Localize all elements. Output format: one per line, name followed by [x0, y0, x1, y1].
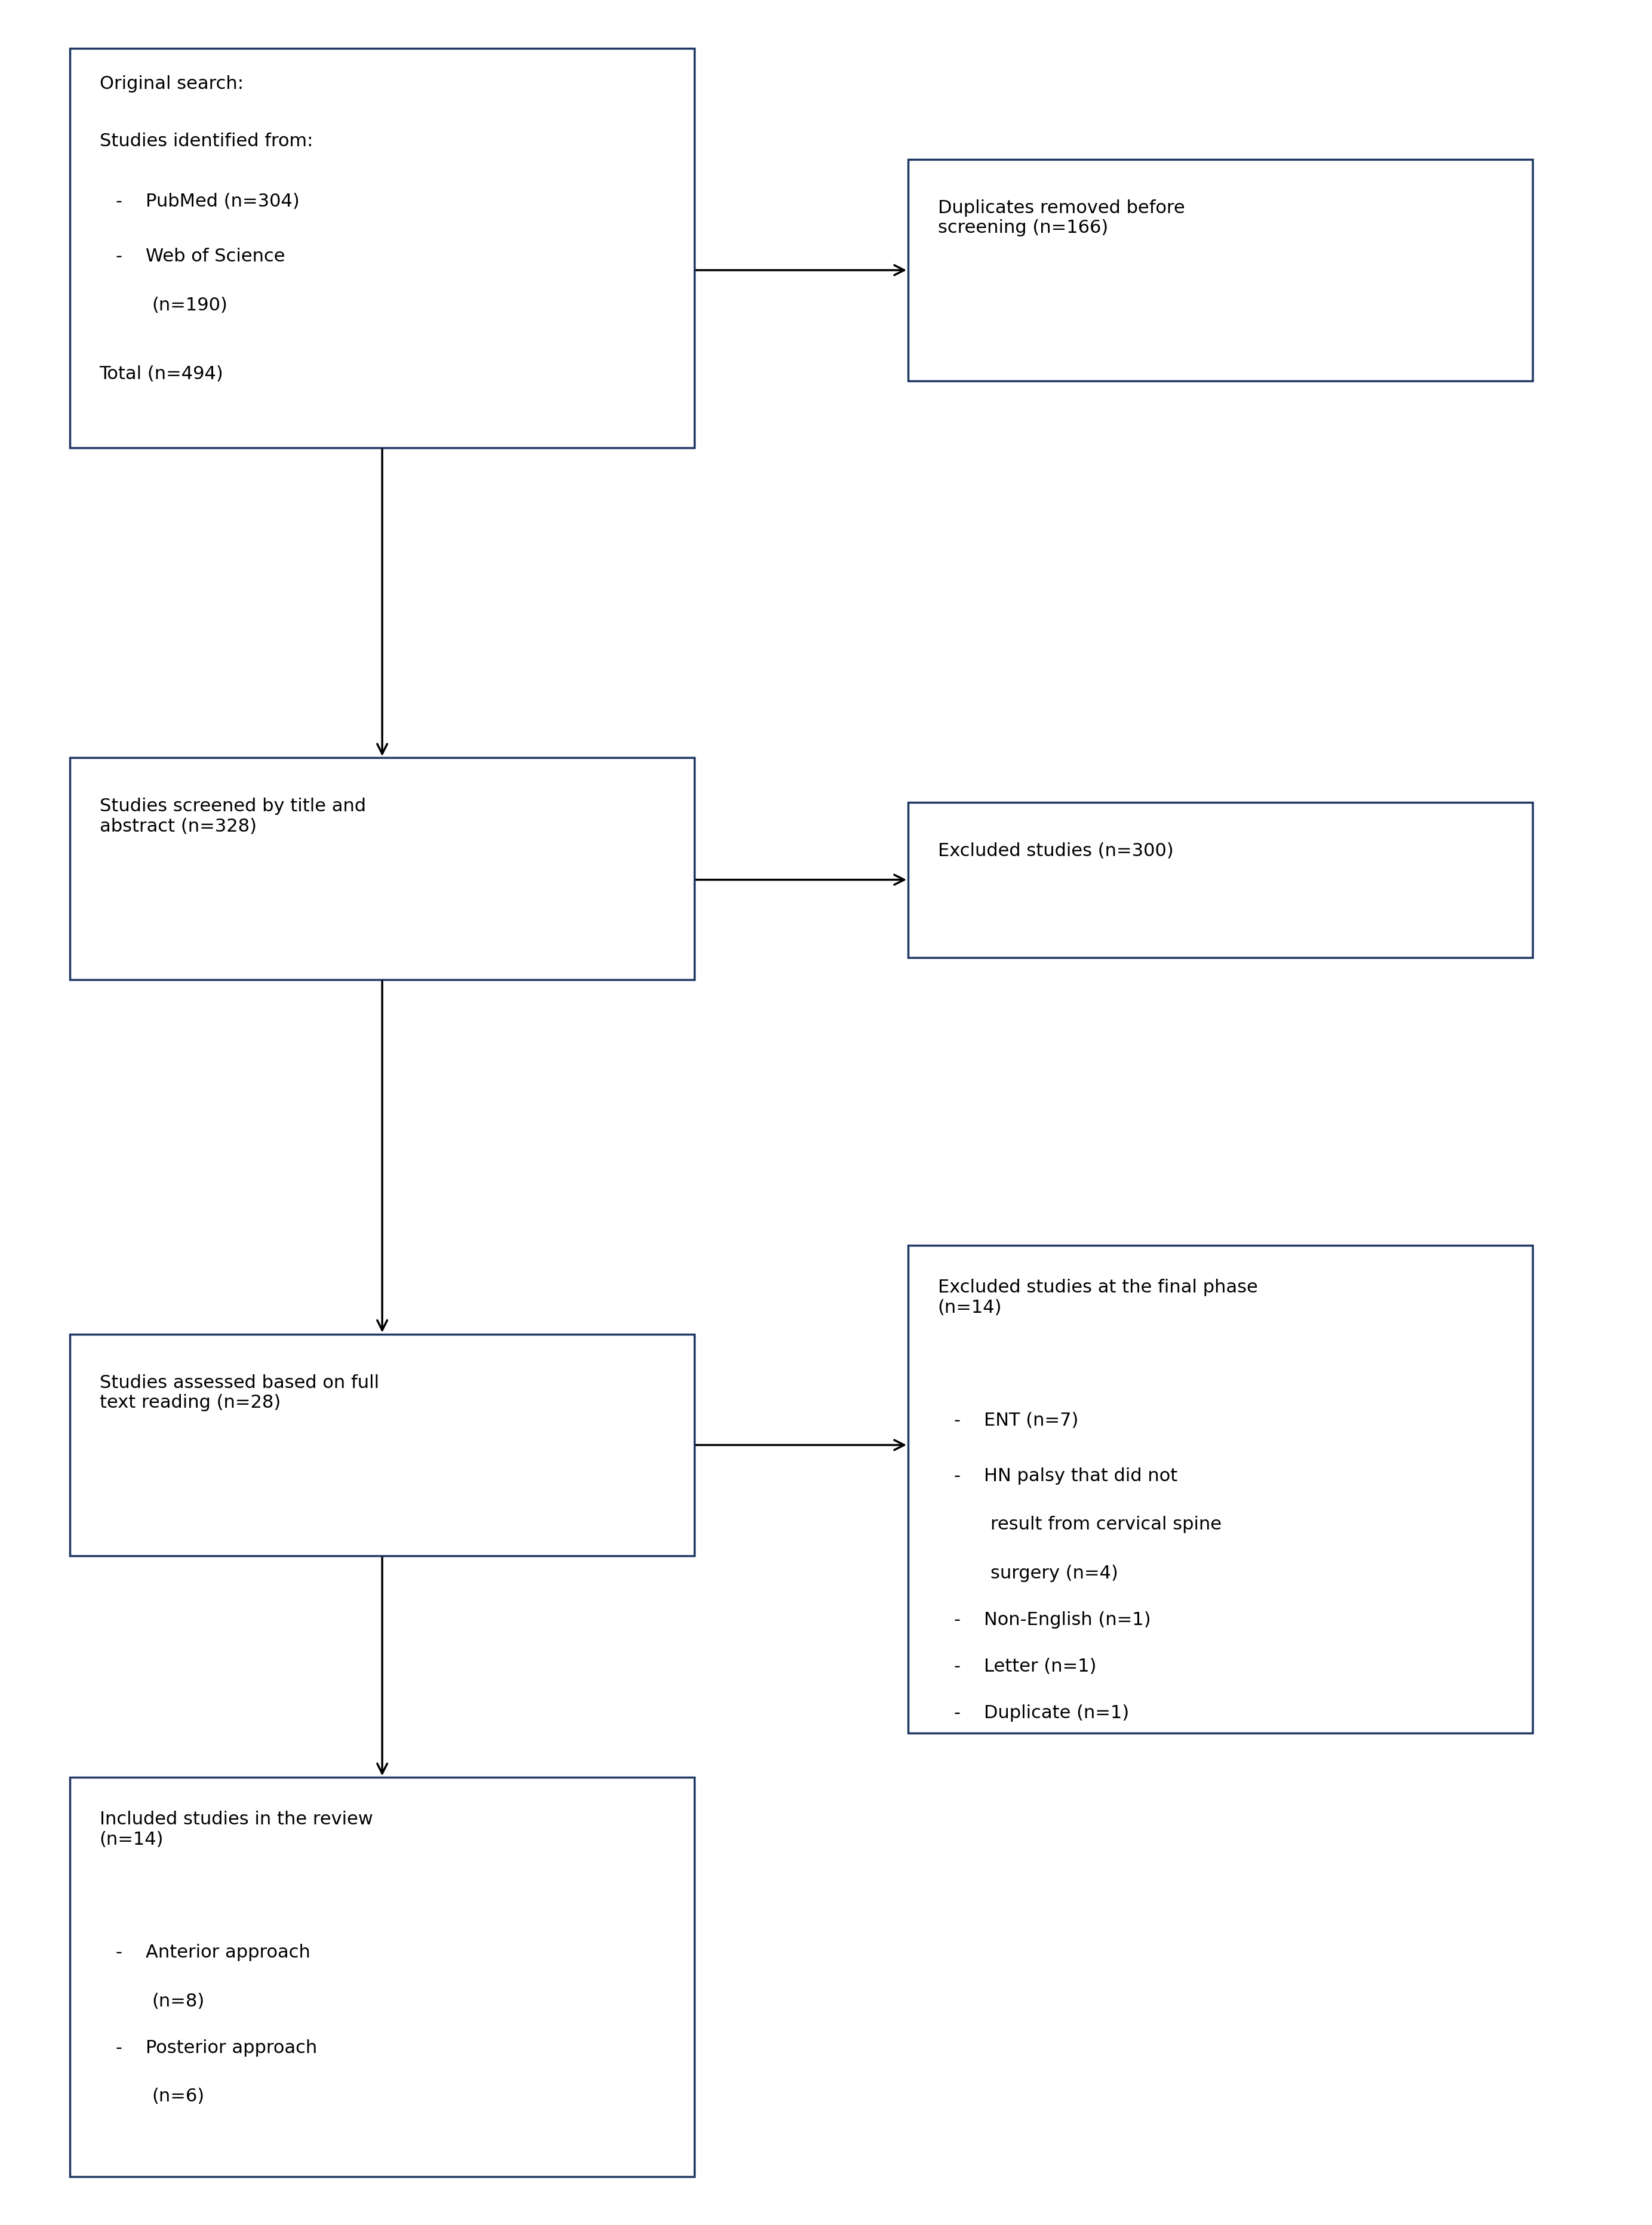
Text: Studies assessed based on full
text reading (n=28): Studies assessed based on full text read… — [99, 1375, 378, 1411]
Text: -    HN palsy that did not: - HN palsy that did not — [955, 1466, 1178, 1484]
Text: Included studies in the review
(n=14): Included studies in the review (n=14) — [99, 1811, 373, 1849]
Text: (n=6): (n=6) — [152, 2087, 205, 2105]
Text: Excluded studies at the final phase
(n=14): Excluded studies at the final phase (n=1… — [938, 1279, 1257, 1317]
Text: -    Web of Science: - Web of Science — [116, 247, 286, 265]
FancyBboxPatch shape — [69, 49, 694, 447]
Text: Total (n=494): Total (n=494) — [99, 365, 223, 383]
FancyBboxPatch shape — [69, 1778, 694, 2176]
Text: -    ENT (n=7): - ENT (n=7) — [955, 1411, 1079, 1428]
Text: -    Letter (n=1): - Letter (n=1) — [955, 1658, 1097, 1675]
Text: (n=8): (n=8) — [152, 1994, 205, 2009]
Text: Studies identified from:: Studies identified from: — [99, 134, 312, 149]
FancyBboxPatch shape — [909, 803, 1533, 957]
FancyBboxPatch shape — [69, 759, 694, 979]
Text: (n=190): (n=190) — [152, 296, 228, 314]
FancyBboxPatch shape — [69, 1335, 694, 1555]
Text: Original search:: Original search: — [99, 76, 243, 93]
FancyBboxPatch shape — [909, 1246, 1533, 1733]
Text: Duplicates removed before
screening (n=166): Duplicates removed before screening (n=1… — [938, 200, 1184, 236]
Text: -    Anterior approach: - Anterior approach — [116, 1945, 311, 1960]
Text: -    Non-English (n=1): - Non-English (n=1) — [955, 1611, 1151, 1629]
Text: result from cervical spine: result from cervical spine — [990, 1515, 1221, 1533]
Text: -    PubMed (n=304): - PubMed (n=304) — [116, 194, 299, 209]
Text: -    Duplicate (n=1): - Duplicate (n=1) — [955, 1704, 1130, 1722]
Text: surgery (n=4): surgery (n=4) — [990, 1564, 1118, 1582]
FancyBboxPatch shape — [909, 160, 1533, 380]
Text: Studies screened by title and
abstract (n=328): Studies screened by title and abstract (… — [99, 799, 365, 834]
Text: -    Posterior approach: - Posterior approach — [116, 2038, 317, 2056]
Text: Excluded studies (n=300): Excluded studies (n=300) — [938, 841, 1173, 859]
